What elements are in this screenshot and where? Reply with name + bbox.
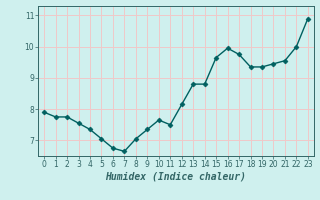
X-axis label: Humidex (Indice chaleur): Humidex (Indice chaleur) (106, 172, 246, 182)
